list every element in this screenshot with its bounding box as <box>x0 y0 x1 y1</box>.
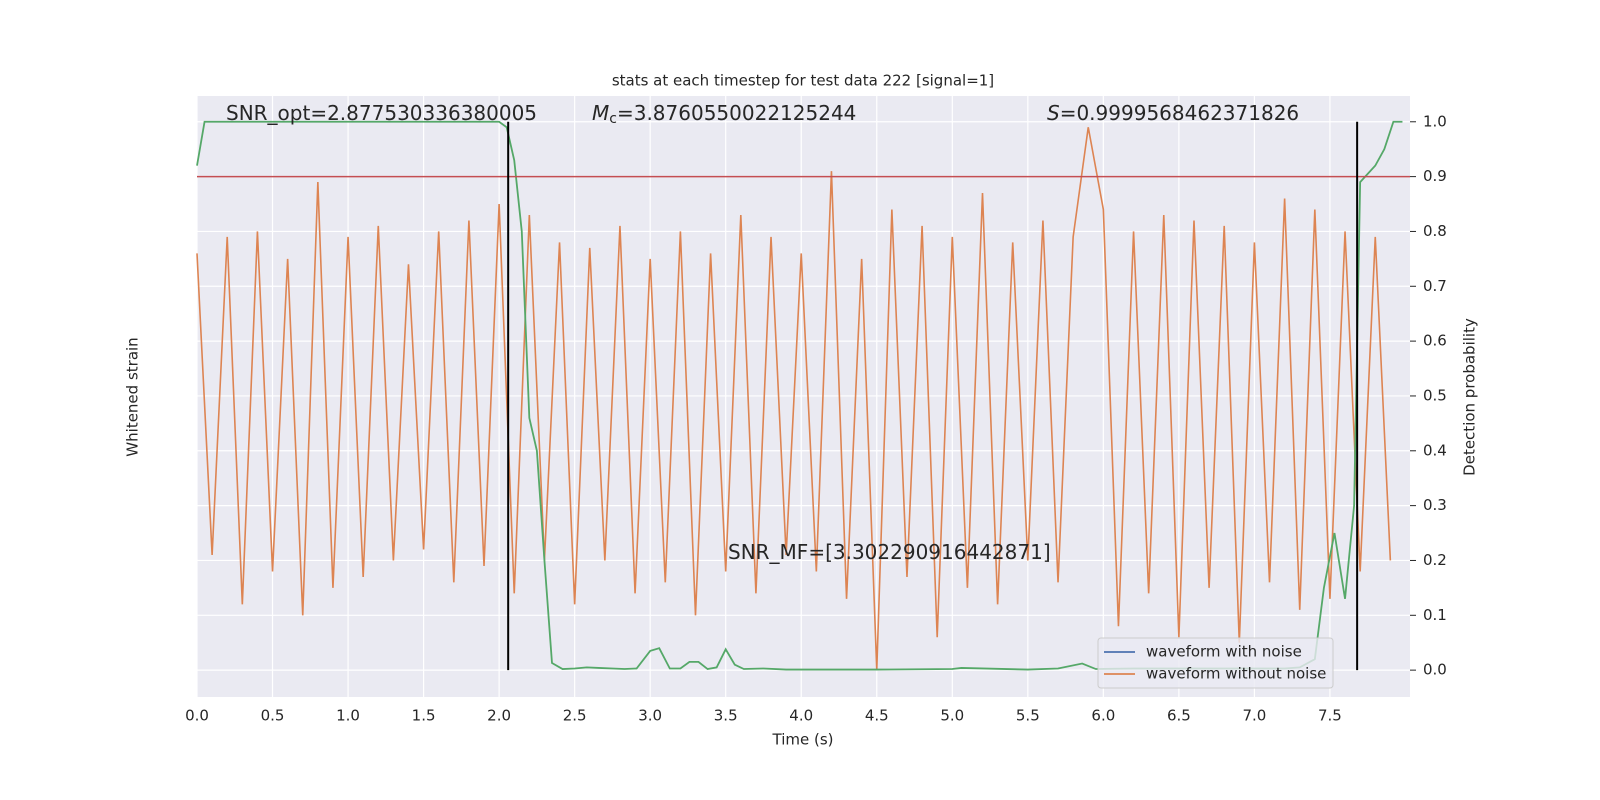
y2-tick-label: 0.7 <box>1423 277 1447 295</box>
y2-tick-label: 0.6 <box>1423 332 1447 350</box>
y2-tick-label: 0.2 <box>1423 551 1447 569</box>
annotation-text: SNR_MF=[3.302290916442871] <box>728 540 1051 564</box>
annotation: Mc=3.8760550022125244 <box>592 101 856 128</box>
y2-tick-label: 0.9 <box>1423 167 1447 185</box>
annotation-symbol: S <box>1047 101 1060 125</box>
y2-tick-label: 0.8 <box>1423 222 1447 240</box>
x-tick-label: 6.5 <box>1167 707 1191 725</box>
x-tick-label: 2.0 <box>487 707 511 725</box>
x-tick-label: 5.5 <box>1016 707 1040 725</box>
x-tick-label: 7.5 <box>1318 707 1342 725</box>
x-tick-label: 1.5 <box>412 707 436 725</box>
annotation-text: SNR_opt=2.877530336380005 <box>226 101 537 125</box>
annotation-text: =3.8760550022125244 <box>617 101 856 125</box>
series-line <box>196 127 1392 671</box>
x-tick-label: 3.0 <box>638 707 662 725</box>
y2-axis-label: Detection probability <box>1461 318 1479 476</box>
y-axis-label: Whitened strain <box>124 337 142 456</box>
x-axis-label: Time (s) <box>772 731 834 749</box>
x-tick-label: 5.0 <box>940 707 964 725</box>
x-tick-label: 6.0 <box>1091 707 1115 725</box>
annotation: SNR_opt=2.877530336380005 <box>226 101 537 125</box>
annotation-symbol: M <box>592 101 609 125</box>
x-tick-label: 4.0 <box>789 707 813 725</box>
annotation: S=0.9999568462371826 <box>1047 101 1299 125</box>
annotation: SNR_MF=[3.302290916442871] <box>728 540 1051 564</box>
annotation-text: =0.9999568462371826 <box>1060 101 1299 125</box>
x-tick-label: 7.0 <box>1242 707 1266 725</box>
x-tick-label: 4.5 <box>865 707 889 725</box>
chart-title: stats at each timestep for test data 222… <box>612 72 994 90</box>
y2-tick-label: 0.5 <box>1423 386 1447 404</box>
x-tick-label: 1.0 <box>336 707 360 725</box>
y2-tick-label: 1.0 <box>1423 112 1447 130</box>
legend-label: waveform without noise <box>1146 665 1326 683</box>
x-tick-label: 3.5 <box>714 707 738 725</box>
y2-tick-label: 0.0 <box>1423 661 1447 679</box>
legend-box <box>1097 637 1334 689</box>
y2-tick-label: 0.4 <box>1423 441 1447 459</box>
y2-tick-label: 0.3 <box>1423 496 1447 514</box>
y2-tick-label: 0.1 <box>1423 606 1447 624</box>
x-tick-label: 2.5 <box>563 707 587 725</box>
x-tick-label: 0.0 <box>185 707 209 725</box>
annotation-subscript: c <box>609 111 617 127</box>
x-tick-label: 0.5 <box>261 707 285 725</box>
series-line <box>196 120 1403 671</box>
legend-label: waveform with noise <box>1146 643 1302 661</box>
